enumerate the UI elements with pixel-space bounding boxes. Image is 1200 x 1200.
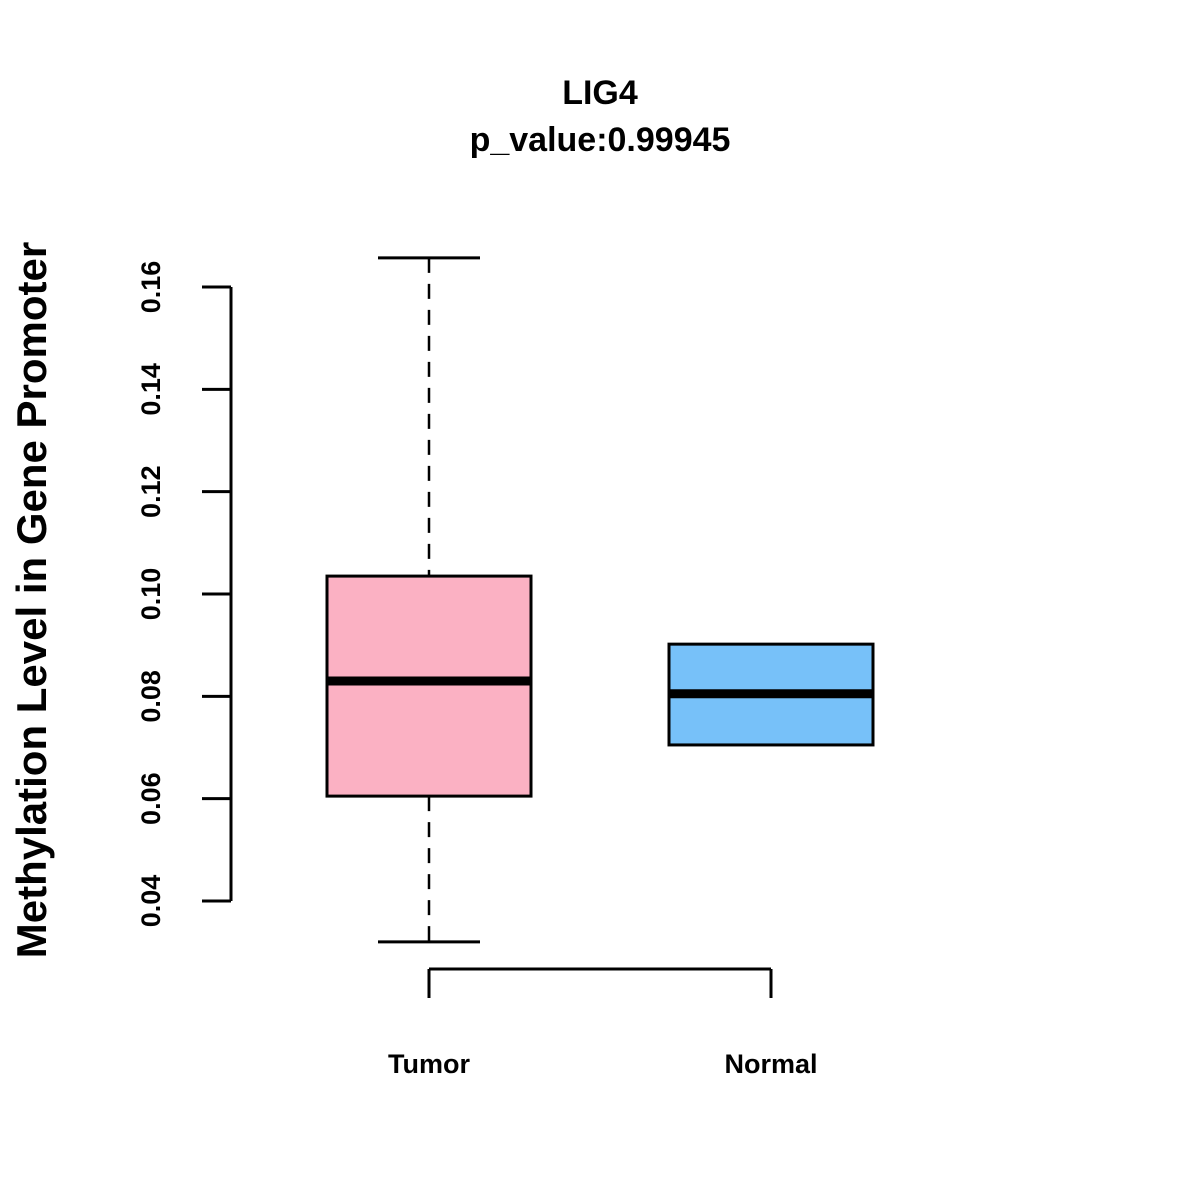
chart-subtitle: p_value:0.99945: [470, 121, 731, 159]
y-tick-label: 0.12: [136, 465, 166, 518]
x-tick-label-tumor: Tumor: [388, 1049, 470, 1079]
y-tick-label: 0.04: [136, 875, 166, 928]
box-tumor: [325, 256, 533, 944]
y-tick-label: 0.10: [136, 568, 166, 621]
x-axis: Tumor Normal: [388, 967, 818, 1079]
chart-title: LIG4: [562, 74, 638, 112]
y-axis: 0.04 0.06 0.08 0.10 0.12 0.14 0.16: [136, 261, 233, 928]
y-tick-label: 0.08: [136, 670, 166, 723]
boxes-group: [325, 256, 875, 944]
box-normal: [667, 642, 875, 747]
y-tick-label: 0.06: [136, 772, 166, 825]
box-rect: [325, 574, 533, 798]
x-tick-label-normal: Normal: [724, 1049, 817, 1079]
y-axis-label: Methylation Level in Gene Promoter: [8, 242, 55, 958]
y-tick-label: 0.16: [136, 261, 166, 314]
y-tick-label: 0.14: [136, 363, 166, 416]
